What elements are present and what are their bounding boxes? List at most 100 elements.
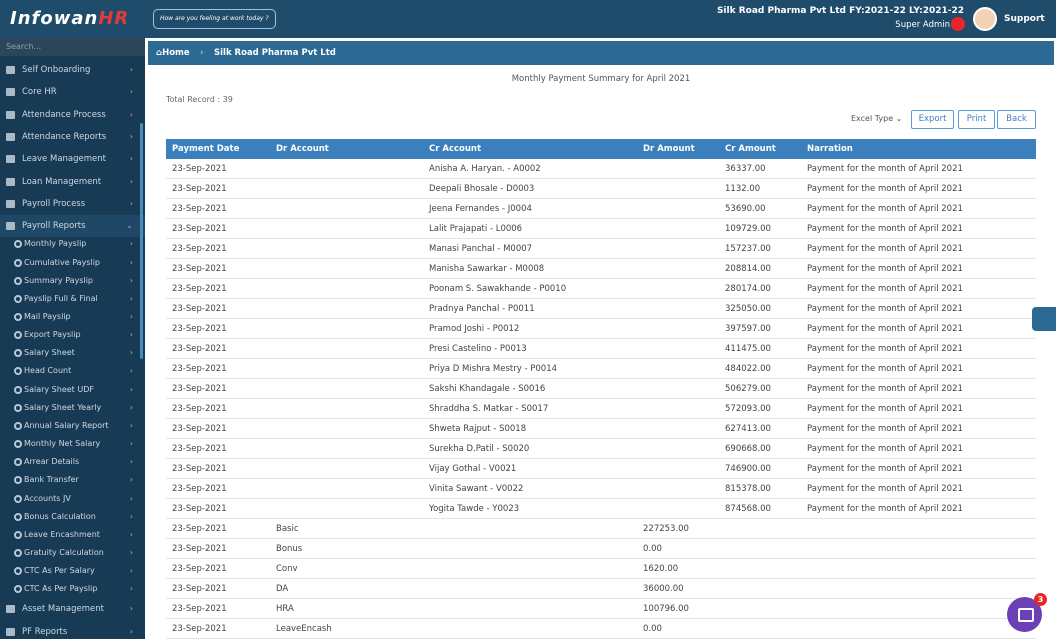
table-cell: Poonam S. Sawakhande - P0010 [429, 284, 567, 294]
submenu-label: Salary Sheet Yearly [24, 402, 102, 412]
submenu-item[interactable]: Monthly Payslip › [0, 235, 145, 253]
table-cell: 23-Sep-2021 [172, 284, 227, 294]
submenu-item[interactable]: Export Payslip › [0, 326, 145, 344]
menu-item[interactable]: Attendance Process › [0, 104, 145, 126]
submenu-item[interactable]: Summary Payslip › [0, 272, 145, 290]
table-cell: Payment for the month of April 2021 [807, 164, 963, 174]
submenu-item[interactable]: CTC As Per Payslip › [0, 580, 145, 598]
menu-icon [6, 222, 15, 231]
table-row: 23-Sep-2021 Jeena Fernandes - J0004 53690.… [166, 199, 1036, 219]
submenu-item[interactable]: Payslip Full & Final › [0, 290, 145, 308]
menu-item[interactable]: Self Onboarding › [0, 59, 145, 81]
submenu-item[interactable]: Mail Payslip › [0, 308, 145, 326]
submenu-icon [14, 512, 22, 521]
table-cell: Bonus [276, 544, 303, 554]
breadcrumb: ⌂Home › Silk Road Pharma Pvt Ltd [148, 41, 1054, 65]
action-button[interactable]: Export [911, 110, 954, 129]
table-cell: Payment for the month of April 2021 [807, 344, 963, 354]
submenu-icon [14, 240, 22, 249]
column-header[interactable]: Cr Amount [725, 144, 776, 154]
settings-button[interactable] [1032, 307, 1056, 331]
logo[interactable]: InfowanHR [10, 8, 129, 29]
submenu-icon [14, 385, 22, 394]
submenu-label: Leave Encashment [24, 529, 100, 539]
submenu-item[interactable]: Salary Sheet › [0, 344, 145, 362]
table-cell: 484022.00 [725, 364, 771, 374]
submenu-item[interactable]: Leave Encashment › [0, 526, 145, 544]
home-text: Home [162, 48, 190, 58]
mood-button[interactable]: How are you feeling at work today ? [153, 9, 276, 29]
table-cell: Deepali Bhosale - D0003 [429, 184, 535, 194]
submenu-item[interactable]: Cumulative Payslip › [0, 254, 145, 272]
submenu-item[interactable]: Accounts JV › [0, 490, 145, 508]
menu-item[interactable]: Payroll Reports ⌄ [0, 215, 145, 238]
menu-item[interactable]: PF Reports › [0, 621, 145, 643]
submenu-item[interactable]: Gratuity Calculation › [0, 544, 145, 562]
menu-icon [6, 177, 15, 186]
submenu-item[interactable]: Arrear Details › [0, 453, 145, 471]
menu-label: Attendance Process [22, 109, 106, 120]
column-header[interactable]: Cr Account [429, 144, 482, 154]
column-header[interactable]: Payment Date [172, 144, 240, 154]
column-header[interactable]: Dr Account [276, 144, 329, 154]
table-cell: 100796.00 [643, 604, 689, 614]
table-cell: 208814.00 [725, 264, 771, 274]
menu-item[interactable]: Asset Management › [0, 598, 145, 620]
menu-item[interactable]: Leave Management › [0, 148, 145, 170]
submenu-item[interactable]: Bank Transfer › [0, 471, 145, 489]
avatar[interactable] [973, 7, 997, 31]
submenu-icon [14, 349, 22, 358]
action-button[interactable]: Back [997, 110, 1036, 129]
chat-button[interactable] [1007, 597, 1042, 632]
action-button[interactable]: Print [958, 110, 995, 129]
table-cell: Manasi Panchal - M0007 [429, 244, 533, 254]
table-cell: Payment for the month of April 2021 [807, 384, 963, 394]
submenu-item[interactable]: CTC As Per Salary › [0, 562, 145, 580]
submenu-label: Salary Sheet [24, 348, 75, 358]
submenu-item[interactable]: Bonus Calculation › [0, 508, 145, 526]
table-cell: 746900.00 [725, 464, 771, 474]
submenu-icon [14, 403, 22, 412]
submenu-icon [14, 331, 22, 340]
table-cell: Payment for the month of April 2021 [807, 504, 963, 514]
table-cell: 627413.00 [725, 424, 771, 434]
submenu-item[interactable]: Salary Sheet UDF › [0, 381, 145, 399]
home-link[interactable]: ⌂Home [156, 48, 190, 58]
menu-item[interactable]: Core HR › [0, 81, 145, 103]
table-cell: 411475.00 [725, 344, 771, 354]
submenu-item[interactable]: Head Count › [0, 362, 145, 380]
chevron: › [129, 65, 133, 74]
submenu-item[interactable]: Salary Sheet Yearly › [0, 399, 145, 417]
excel-type-select[interactable]: Excel Type ⌄ [851, 114, 903, 123]
table-cell: 280174.00 [725, 284, 771, 294]
table-cell: Yogita Tawde - Y0023 [429, 504, 520, 514]
chevron: › [129, 384, 133, 394]
menu-item[interactable]: Attendance Reports › [0, 126, 145, 148]
table-cell: 0.00 [643, 544, 662, 554]
table-row: 23-Sep-2021 LeaveEncash 0.00 [166, 619, 1036, 639]
chevron: › [129, 584, 133, 594]
menu-item[interactable]: Loan Management › [0, 171, 145, 193]
submenu-label: Mail Payslip [24, 312, 71, 321]
chevron: › [129, 529, 133, 539]
support-link[interactable]: Support [1004, 14, 1045, 24]
submenu-label: Cumulative Payslip [24, 257, 100, 267]
table-cell: 23-Sep-2021 [172, 424, 227, 434]
table-row: 23-Sep-2021 Shweta Rajput - S0018 627413.0… [166, 419, 1036, 439]
menu-item[interactable]: Payroll Process › [0, 193, 145, 215]
sidebar: Search... Self Onboarding › Core HR › Attend… [0, 38, 145, 639]
submenu-item[interactable]: Monthly Net Salary › [0, 435, 145, 453]
search-input[interactable]: Search... [0, 38, 145, 56]
submenu-item[interactable]: Annual Salary Report › [0, 417, 145, 435]
chevron: › [129, 198, 133, 208]
table-row: 23-Sep-2021 Vijay Gothal - V0021 746900.00… [166, 459, 1036, 479]
menu-label: Leave Management [22, 154, 106, 165]
table-cell: DA [276, 584, 289, 594]
chevron: › [129, 348, 133, 358]
table-cell: 815378.00 [725, 484, 771, 494]
column-header[interactable]: Dr Amount [643, 144, 695, 154]
table-row: 23-Sep-2021 Shraddha S. Matkar - S0017 572… [166, 399, 1036, 419]
column-header[interactable]: Narration [807, 144, 853, 154]
chevron: › [129, 366, 133, 376]
